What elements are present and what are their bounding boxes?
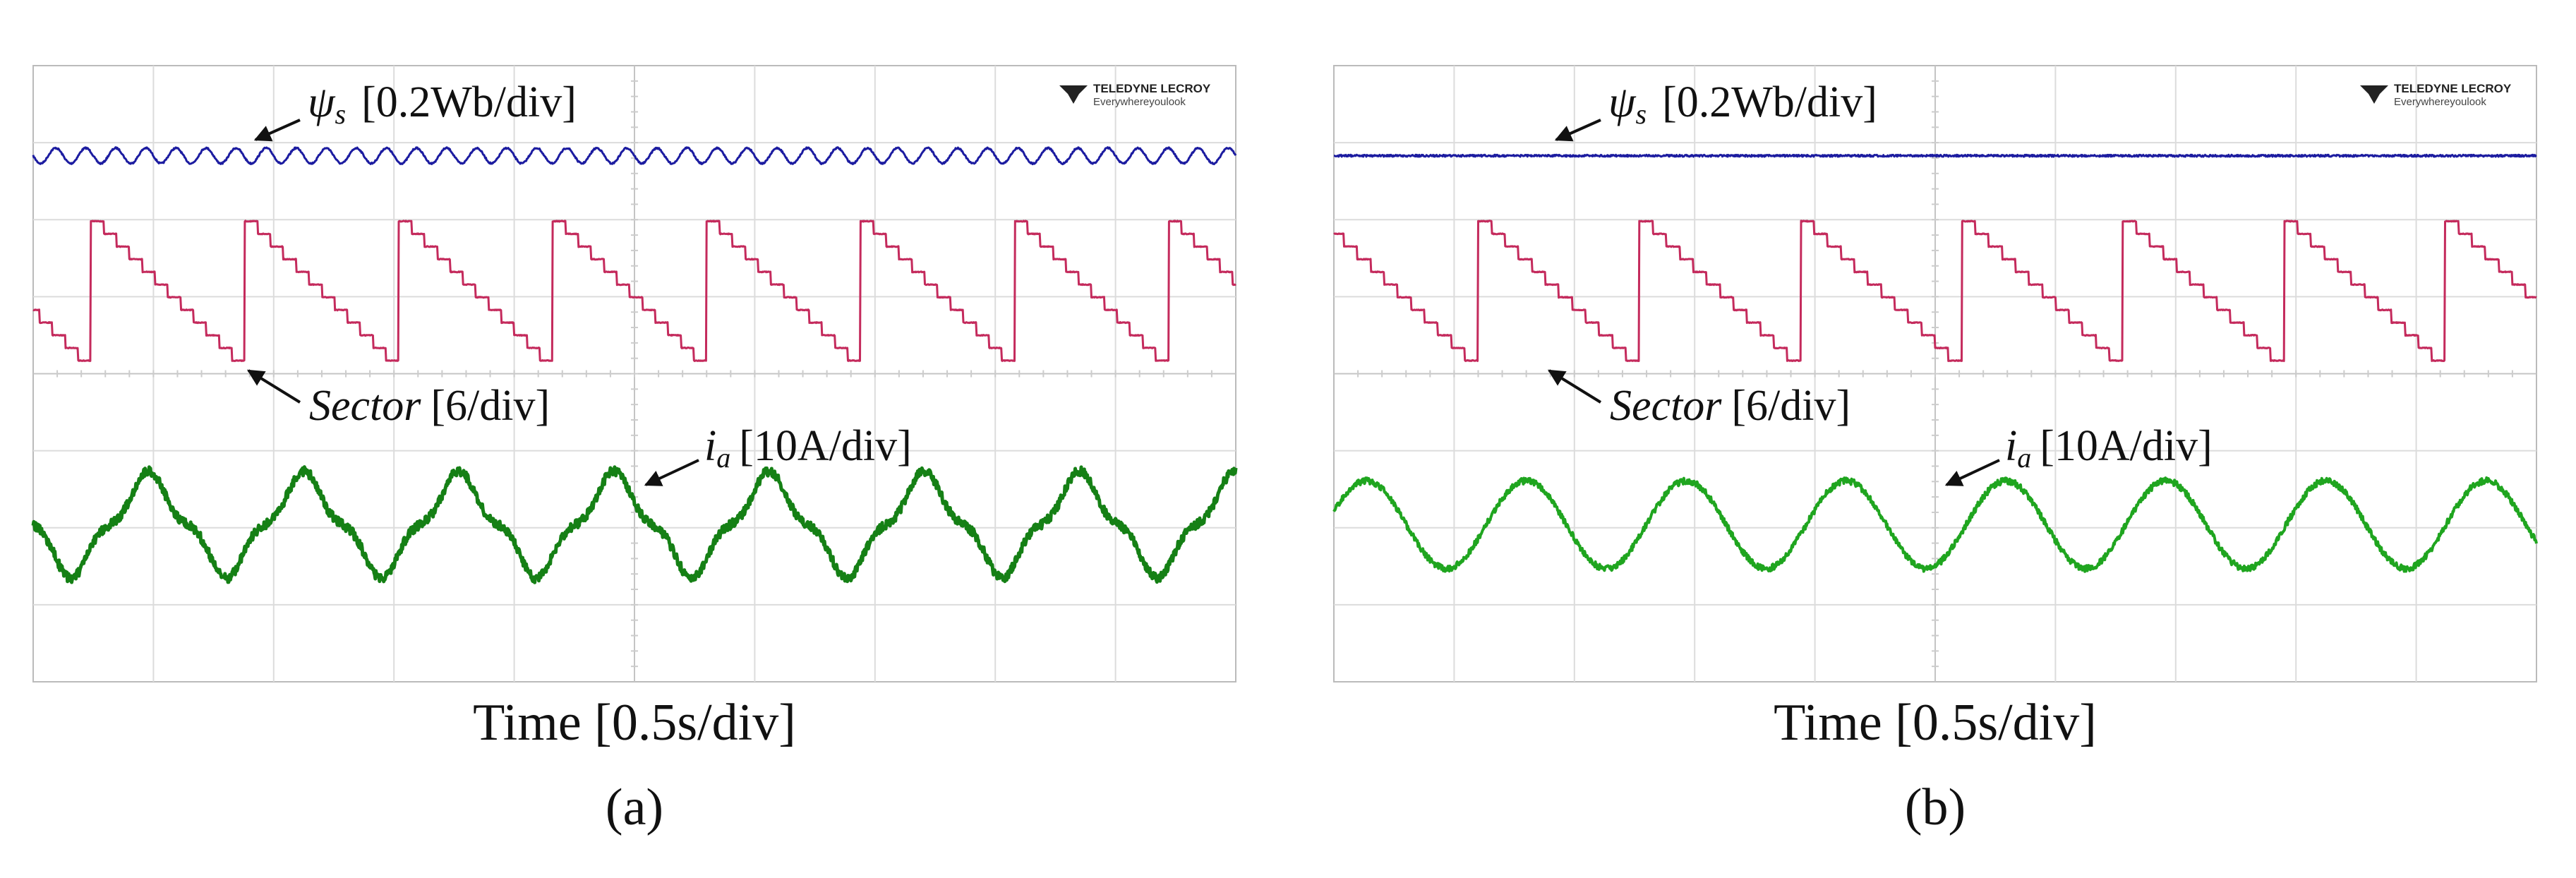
label-part: a	[716, 442, 730, 474]
flux-trace	[32, 146, 1237, 166]
flux-label: ψs [0.2Wb/div]	[308, 78, 577, 130]
logo-icon	[1059, 85, 1088, 104]
label-part: ψ	[1608, 78, 1637, 126]
panel-caption: (a)	[606, 778, 663, 836]
arrow	[1554, 119, 1601, 142]
current-trace	[1332, 476, 2538, 573]
label-part: [0.2Wb/div]	[361, 78, 577, 126]
label-part: [6/div]	[431, 382, 550, 430]
sector-label: Sector [6/div]	[309, 382, 550, 430]
label-part: s	[1636, 98, 1647, 130]
x-axis-label: Time [0.5s/div]	[473, 694, 796, 752]
sector-trace	[32, 220, 1236, 362]
label-part: ψ	[308, 78, 336, 126]
logo-icon	[2360, 85, 2388, 104]
arrow	[644, 459, 699, 486]
label-part: [10A/div]	[739, 422, 912, 470]
current-label: ia [10A/div]	[2005, 422, 2213, 474]
arrow	[1547, 369, 1602, 404]
x-axis-label: Time [0.5s/div]	[1774, 694, 2097, 752]
label-part: i	[2005, 422, 2017, 470]
flux-label: ψs [0.2Wb/div]	[1608, 78, 1877, 130]
current-label: ia [10A/div]	[704, 422, 912, 474]
current-trace	[31, 465, 1238, 584]
panel-caption: (b)	[1905, 778, 1966, 836]
logo-tagline: Everywhereyoulook	[1093, 96, 1186, 108]
label-part: s	[335, 98, 347, 130]
arrow	[253, 119, 301, 142]
logo-tagline: Everywhereyoulook	[2394, 96, 2486, 108]
sector-trace	[1333, 220, 2537, 362]
flux-trace	[1333, 153, 2537, 158]
label-part: [0.2Wb/div]	[1662, 78, 1877, 126]
label-part: [6/div]	[1731, 382, 1850, 430]
label-part: [10A/div]	[2040, 422, 2213, 470]
label-part: a	[2017, 442, 2031, 474]
logo-brand: TELEDYNE LECROY	[2394, 82, 2512, 95]
label-part: Sector	[1610, 382, 1722, 430]
label-part: Sector	[309, 382, 421, 430]
arrow	[246, 369, 301, 404]
label-part: i	[704, 422, 716, 470]
sector-label: Sector [6/div]	[1610, 382, 1850, 430]
arrow	[1944, 459, 2000, 486]
logo-brand: TELEDYNE LECROY	[1093, 82, 1211, 95]
